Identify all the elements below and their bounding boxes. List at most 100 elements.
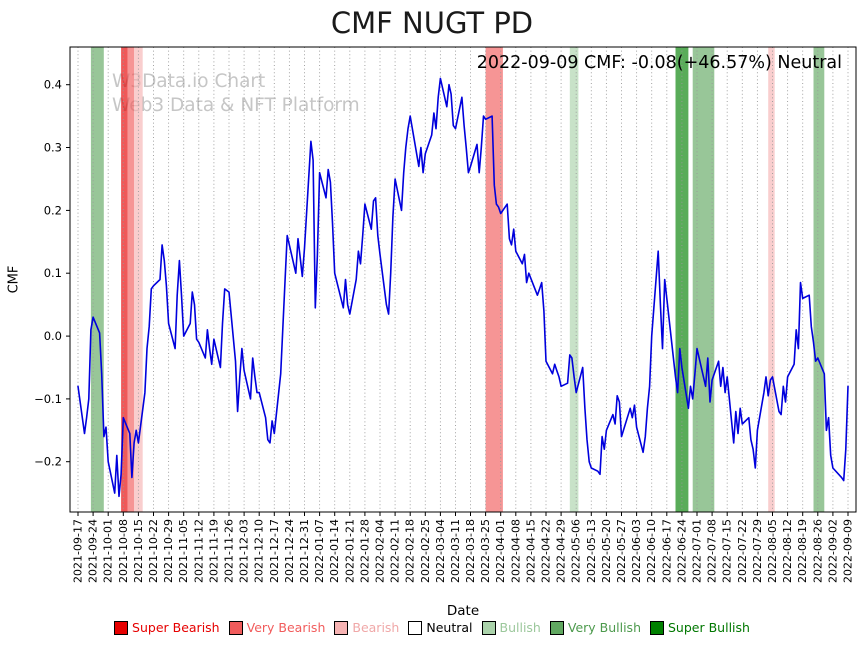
svg-text:2022-04-22: 2022-04-22 xyxy=(540,519,553,583)
svg-text:2021-10-01: 2021-10-01 xyxy=(102,519,115,583)
svg-text:0.3: 0.3 xyxy=(44,141,62,155)
svg-text:2022-02-18: 2022-02-18 xyxy=(404,519,417,583)
band-very_bearish xyxy=(485,47,503,512)
legend-item-very_bullish: Very Bullish xyxy=(549,620,641,635)
legend-label-very_bearish: Very Bearish xyxy=(246,620,326,635)
svg-text:2021-09-17: 2021-09-17 xyxy=(72,519,85,583)
svg-text:2022-08-12: 2022-08-12 xyxy=(781,519,794,583)
x-ticks: 2021-09-17 2021-09-24 2021-10-01 2021-10-08… xyxy=(72,512,855,583)
svg-text:2022-03-04: 2022-03-04 xyxy=(434,519,447,583)
band-super_bearish xyxy=(121,47,128,512)
svg-text:2022-08-26: 2022-08-26 xyxy=(811,519,824,583)
svg-text:2022-04-08: 2022-04-08 xyxy=(509,519,522,583)
legend-swatch-bullish xyxy=(481,620,496,635)
svg-text:2021-10-22: 2021-10-22 xyxy=(147,519,160,583)
legend-label-bearish: Bearish xyxy=(352,620,400,635)
svg-text:2022-05-20: 2022-05-20 xyxy=(600,519,613,583)
band-bullish xyxy=(569,47,579,512)
svg-text:2021-11-05: 2021-11-05 xyxy=(177,519,190,583)
svg-text:2021-10-15: 2021-10-15 xyxy=(132,519,145,583)
x-axis-label: Date xyxy=(446,603,480,619)
svg-text:2022-06-24: 2022-06-24 xyxy=(675,519,688,583)
legend-item-super_bearish: Super Bearish xyxy=(114,620,220,635)
svg-text:2021-12-03: 2021-12-03 xyxy=(238,519,251,583)
plot-frame xyxy=(69,46,857,513)
latest-value-annotation: 2022-09-09 CMF: -0.08(+46.57%) Neutral xyxy=(476,53,842,73)
svg-text:2021-11-12: 2021-11-12 xyxy=(192,519,205,583)
legend-label-super_bearish: Super Bearish xyxy=(132,620,220,635)
band-very_bullish xyxy=(90,47,104,512)
svg-text:0.2: 0.2 xyxy=(44,203,62,217)
svg-text:2022-05-13: 2022-05-13 xyxy=(585,519,598,583)
svg-text:2021-12-24: 2021-12-24 xyxy=(283,519,296,583)
band-very_bearish xyxy=(127,47,135,512)
legend-label-super_bullish: Super Bullish xyxy=(668,620,750,635)
svg-text:2022-01-21: 2022-01-21 xyxy=(343,519,356,583)
svg-text:2022-07-29: 2022-07-29 xyxy=(751,519,764,583)
legend-item-bearish: Bearish xyxy=(334,620,399,635)
svg-text:0.1: 0.1 xyxy=(44,266,62,280)
svg-text:2022-09-02: 2022-09-02 xyxy=(826,519,839,583)
watermark-line1: W3Data.io Chart xyxy=(112,71,266,92)
svg-text:2022-05-06: 2022-05-06 xyxy=(570,519,583,583)
svg-text:2022-07-22: 2022-07-22 xyxy=(736,519,749,583)
svg-text:2022-04-01: 2022-04-01 xyxy=(494,519,507,583)
y-axis-label: CMF xyxy=(6,265,22,294)
legend-swatch-neutral xyxy=(408,620,423,635)
svg-text:2022-02-04: 2022-02-04 xyxy=(374,519,387,583)
band-very_bullish xyxy=(692,47,715,512)
band-super_bullish xyxy=(675,47,689,512)
legend-swatch-very_bullish xyxy=(549,620,564,635)
svg-text:2022-06-17: 2022-06-17 xyxy=(660,519,673,583)
svg-text:2021-12-17: 2021-12-17 xyxy=(268,519,281,583)
svg-text:2021-09-24: 2021-09-24 xyxy=(87,519,100,583)
svg-text:−0.1: −0.1 xyxy=(34,392,62,406)
svg-text:2022-07-01: 2022-07-01 xyxy=(691,519,704,583)
legend-item-very_bearish: Very Bearish xyxy=(228,620,326,635)
legend-label-bullish: Bullish xyxy=(499,620,541,635)
y-ticks: 0.4 0.3 0.2 0.1 0.0 −0.1 −0.2 xyxy=(34,78,70,469)
svg-text:2022-04-15: 2022-04-15 xyxy=(524,519,537,583)
svg-text:2022-06-10: 2022-06-10 xyxy=(645,519,658,583)
svg-text:2021-10-08: 2021-10-08 xyxy=(117,519,130,583)
legend-swatch-bearish xyxy=(334,620,349,635)
svg-text:2022-07-15: 2022-07-15 xyxy=(721,519,734,583)
band-bearish xyxy=(134,47,143,512)
svg-text:2021-11-19: 2021-11-19 xyxy=(207,519,220,583)
legend-label-very_bullish: Very Bullish xyxy=(567,620,641,635)
legend-swatch-super_bearish xyxy=(114,620,129,635)
chart-title: CMF NUGT PD xyxy=(330,6,534,40)
svg-text:2021-11-26: 2021-11-26 xyxy=(223,519,236,583)
svg-text:2022-02-25: 2022-02-25 xyxy=(419,519,432,583)
svg-text:2022-01-28: 2022-01-28 xyxy=(358,519,371,583)
watermark-line2: Web3 Data & NFT Platform xyxy=(112,95,360,117)
svg-text:2022-09-09: 2022-09-09 xyxy=(842,519,855,583)
svg-text:2021-10-29: 2021-10-29 xyxy=(162,519,175,583)
band-very_bullish xyxy=(813,47,825,512)
svg-text:2022-08-19: 2022-08-19 xyxy=(796,519,809,583)
svg-text:2022-07-08: 2022-07-08 xyxy=(706,519,719,583)
svg-text:2021-12-10: 2021-12-10 xyxy=(253,519,266,583)
svg-text:2022-03-11: 2022-03-11 xyxy=(449,519,462,583)
legend-swatch-very_bearish xyxy=(228,620,243,635)
legend: Super Bearish Very Bearish Bearish Neutral B… xyxy=(0,620,864,635)
svg-text:0.0: 0.0 xyxy=(44,329,62,343)
legend-swatch-super_bullish xyxy=(650,620,664,635)
legend-label-neutral: Neutral xyxy=(426,620,473,635)
legend-item-super_bullish: Super Bullish xyxy=(650,620,750,635)
svg-text:2022-04-29: 2022-04-29 xyxy=(555,519,568,583)
svg-text:2022-01-07: 2022-01-07 xyxy=(313,519,326,583)
watermark: W3Data.io Chart Web3 Data & NFT Platform xyxy=(112,70,360,119)
svg-text:2022-01-14: 2022-01-14 xyxy=(328,519,341,583)
legend-item-neutral: Neutral xyxy=(408,620,473,635)
svg-text:2021-12-31: 2021-12-31 xyxy=(298,519,311,583)
svg-text:2022-02-11: 2022-02-11 xyxy=(389,519,402,583)
svg-text:2022-03-18: 2022-03-18 xyxy=(464,519,477,583)
svg-text:2022-05-27: 2022-05-27 xyxy=(615,519,628,583)
band-bearish xyxy=(768,47,775,512)
svg-text:2022-08-05: 2022-08-05 xyxy=(766,519,779,583)
legend-item-bullish: Bullish xyxy=(481,620,541,635)
svg-text:2022-03-25: 2022-03-25 xyxy=(479,519,492,583)
